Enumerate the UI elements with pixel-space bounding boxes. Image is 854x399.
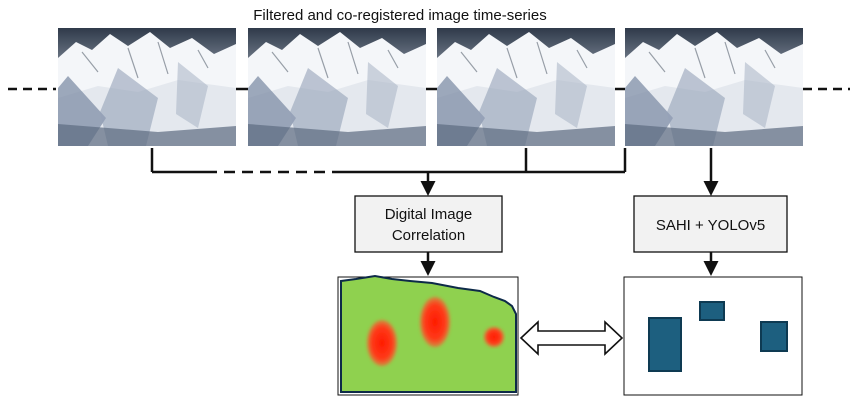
timeseries-image-4: [624, 27, 804, 147]
yolo-box-label: SAHI + YOLOv5: [656, 217, 765, 234]
dic-displacement-map: [337, 274, 519, 396]
comparison-double-arrow: [519, 320, 624, 356]
connector-dic: [150, 148, 627, 196]
yolo-box: SAHI + YOLOv5: [633, 195, 788, 253]
timeseries-image-3: [436, 27, 616, 147]
timeseries-image-1: [57, 27, 237, 147]
dic-box: Digital Image Correlation: [354, 195, 503, 253]
detection-box-2: [699, 301, 725, 321]
yolo-detection-output: [623, 276, 803, 396]
detection-box-3: [760, 321, 788, 352]
dic-box-line1: Digital Image: [385, 206, 473, 223]
dic-box-line2: Correlation: [392, 227, 465, 244]
timeseries-image-2: [247, 27, 427, 147]
displacement-hotspot-3: [484, 327, 504, 347]
detection-box-1: [648, 317, 682, 372]
diagram-title: Filtered and co-registered image time-se…: [253, 7, 546, 24]
displacement-hotspot-1: [367, 320, 397, 366]
displacement-hotspot-2: [420, 297, 450, 347]
